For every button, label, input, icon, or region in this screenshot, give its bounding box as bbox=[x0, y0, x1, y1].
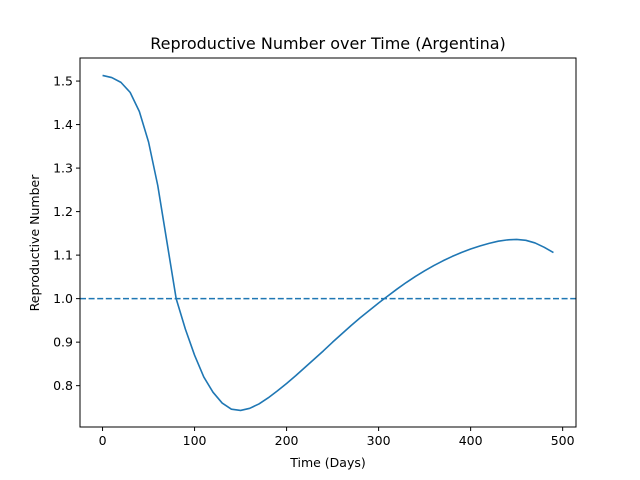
y-tick-label: 0.9 bbox=[53, 335, 73, 350]
y-tick-label: 1.2 bbox=[53, 204, 73, 219]
y-tick-label: 1.4 bbox=[53, 117, 73, 132]
y-tick-label: 1.1 bbox=[53, 248, 73, 263]
axes-frame bbox=[79, 57, 577, 428]
x-tick-label: 0 bbox=[99, 433, 107, 448]
x-tick-label: 400 bbox=[459, 433, 483, 448]
x-tick-label: 300 bbox=[367, 433, 391, 448]
y-tick-label: 1.5 bbox=[53, 74, 73, 89]
series-line-0 bbox=[102, 74, 554, 412]
chart-title: Reproductive Number over Time (Argentina… bbox=[150, 34, 506, 53]
y-tick-label: 1.3 bbox=[53, 161, 73, 176]
x-tick-label: 200 bbox=[275, 433, 299, 448]
x-tick-label: 100 bbox=[183, 433, 207, 448]
x-tick-label: 500 bbox=[551, 433, 575, 448]
x-axis-label: Time (Days) bbox=[289, 455, 366, 470]
y-axis-label: Reproductive Number bbox=[27, 174, 42, 312]
y-tick-label: 0.8 bbox=[53, 378, 73, 393]
y-tick-label: 1.0 bbox=[53, 291, 73, 306]
plot-area: 0 100 200 300 400 500 0.8 0.9 1.0 1.1 1.2 1.3 1.4 1.5 bbox=[53, 57, 577, 448]
